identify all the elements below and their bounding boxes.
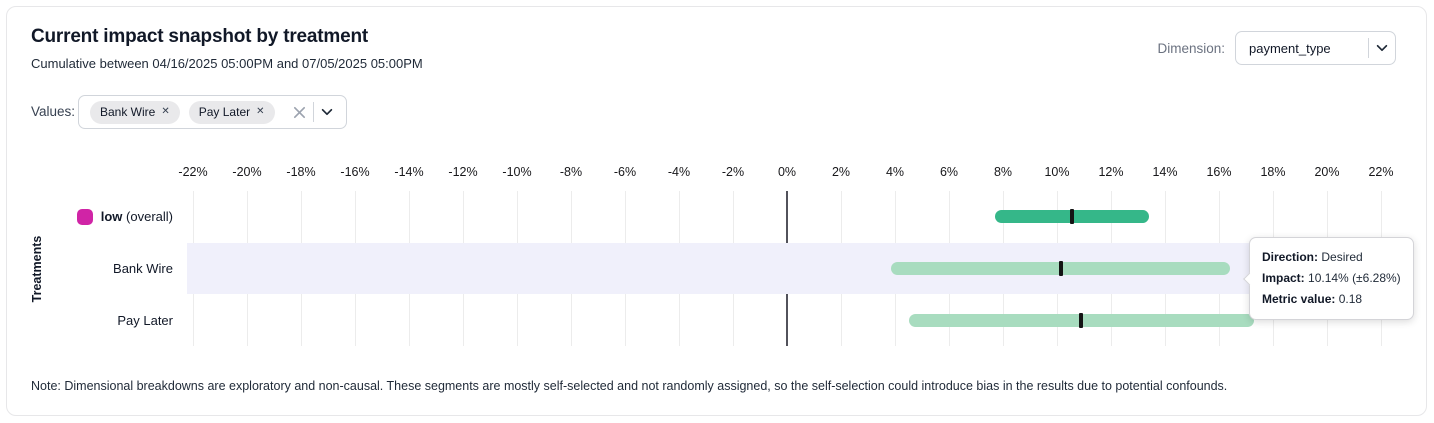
values-multiselect[interactable]: Bank Wire ✕ Pay Later ✕ xyxy=(78,95,347,129)
date-range-subtitle: Cumulative between 04/16/2025 05:00PM an… xyxy=(31,56,423,71)
x-axis-tick-label: -16% xyxy=(340,165,370,179)
page-title: Current impact snapshot by treatment xyxy=(31,26,368,47)
value-chips: Bank Wire ✕ Pay Later ✕ xyxy=(90,100,285,124)
x-axis-tick-label: -4% xyxy=(667,165,691,179)
x-axis-tick-label: -8% xyxy=(559,165,583,179)
dimension-control: Dimension: payment_type xyxy=(1157,31,1396,65)
row-label-bank-wire: Bank Wire xyxy=(7,259,173,279)
tooltip-metric-value: Metric value: 0.18 xyxy=(1262,292,1363,306)
impact-snapshot-card: Current impact snapshot by treatment Cum… xyxy=(6,6,1427,416)
dimension-select[interactable]: payment_type xyxy=(1235,31,1396,65)
x-axis-tick-label: 16% xyxy=(1206,165,1232,179)
x-axis-tick-label: -22% xyxy=(178,165,208,179)
x-axis-tick-label: -18% xyxy=(286,165,316,179)
x-axis-tick-label: 2% xyxy=(831,165,851,179)
center-estimate-marker xyxy=(1069,209,1074,225)
row-label-text: low (overall) xyxy=(100,209,173,225)
values-label: Values: xyxy=(31,104,76,119)
value-chip[interactable]: Pay Later ✕ xyxy=(188,100,275,124)
legend-swatch xyxy=(76,208,93,225)
chevron-down-icon[interactable] xyxy=(1369,41,1395,55)
x-axis-tick-label: 6% xyxy=(939,165,959,179)
value-chip[interactable]: Bank Wire ✕ xyxy=(90,100,180,124)
center-estimate-marker xyxy=(1079,312,1084,328)
x-axis-tick-label: 20% xyxy=(1314,165,1340,179)
impact-chart: -22% -20% -18% -16% -14% -12% -10% -8% -6% -4% -2%… xyxy=(7,157,1428,357)
clear-all-icon[interactable] xyxy=(285,105,313,120)
x-axis-tick-label: 8% xyxy=(993,165,1013,179)
chip-remove-icon[interactable]: ✕ xyxy=(161,106,170,117)
bar-tooltip: Direction: Desired Impact: 10.14% (±6.28… xyxy=(1242,237,1414,320)
x-axis-tick-label: 22% xyxy=(1368,165,1394,179)
x-axis-tick-label: -2% xyxy=(721,165,745,179)
y-axis-title: Treatments xyxy=(30,235,44,303)
footnote: Note: Dimensional breakdowns are explora… xyxy=(31,379,1228,393)
chevron-down-icon[interactable] xyxy=(314,105,340,119)
center-estimate-marker xyxy=(1058,261,1063,276)
x-axis-tick-label: -14% xyxy=(394,165,424,179)
row-label-low: low (overall) xyxy=(7,207,173,227)
tooltip-direction: Direction: Desired xyxy=(1262,250,1363,264)
row-label-text: Bank Wire xyxy=(113,261,173,276)
row-label-text: Pay Later xyxy=(117,312,173,328)
x-axis-tick-label: 12% xyxy=(1098,165,1124,179)
x-axis-tick-label: 0% xyxy=(777,165,797,179)
x-axis-tick-label: -12% xyxy=(448,165,478,179)
x-axis-tick-label: -6% xyxy=(613,165,637,179)
x-axis-tick-label: -20% xyxy=(232,165,262,179)
tooltip-impact: Impact: 10.14% (±6.28%) xyxy=(1262,271,1401,285)
chip-label: Bank Wire xyxy=(100,105,156,119)
chip-label: Pay Later xyxy=(198,105,251,119)
dimension-selected-value: payment_type xyxy=(1249,40,1331,56)
row-label-pay-later: Pay Later xyxy=(7,310,173,330)
x-axis-tick-label: 4% xyxy=(885,165,905,179)
x-axis-tick-label: 10% xyxy=(1044,165,1070,179)
select-divider xyxy=(313,102,314,122)
x-axis-tick-label: 14% xyxy=(1152,165,1178,179)
x-axis-tick-label: 18% xyxy=(1260,165,1286,179)
chip-remove-icon[interactable]: ✕ xyxy=(256,106,265,117)
select-divider xyxy=(1368,38,1369,58)
dimension-label: Dimension: xyxy=(1157,40,1225,56)
x-axis-tick-label: -10% xyxy=(502,165,532,179)
